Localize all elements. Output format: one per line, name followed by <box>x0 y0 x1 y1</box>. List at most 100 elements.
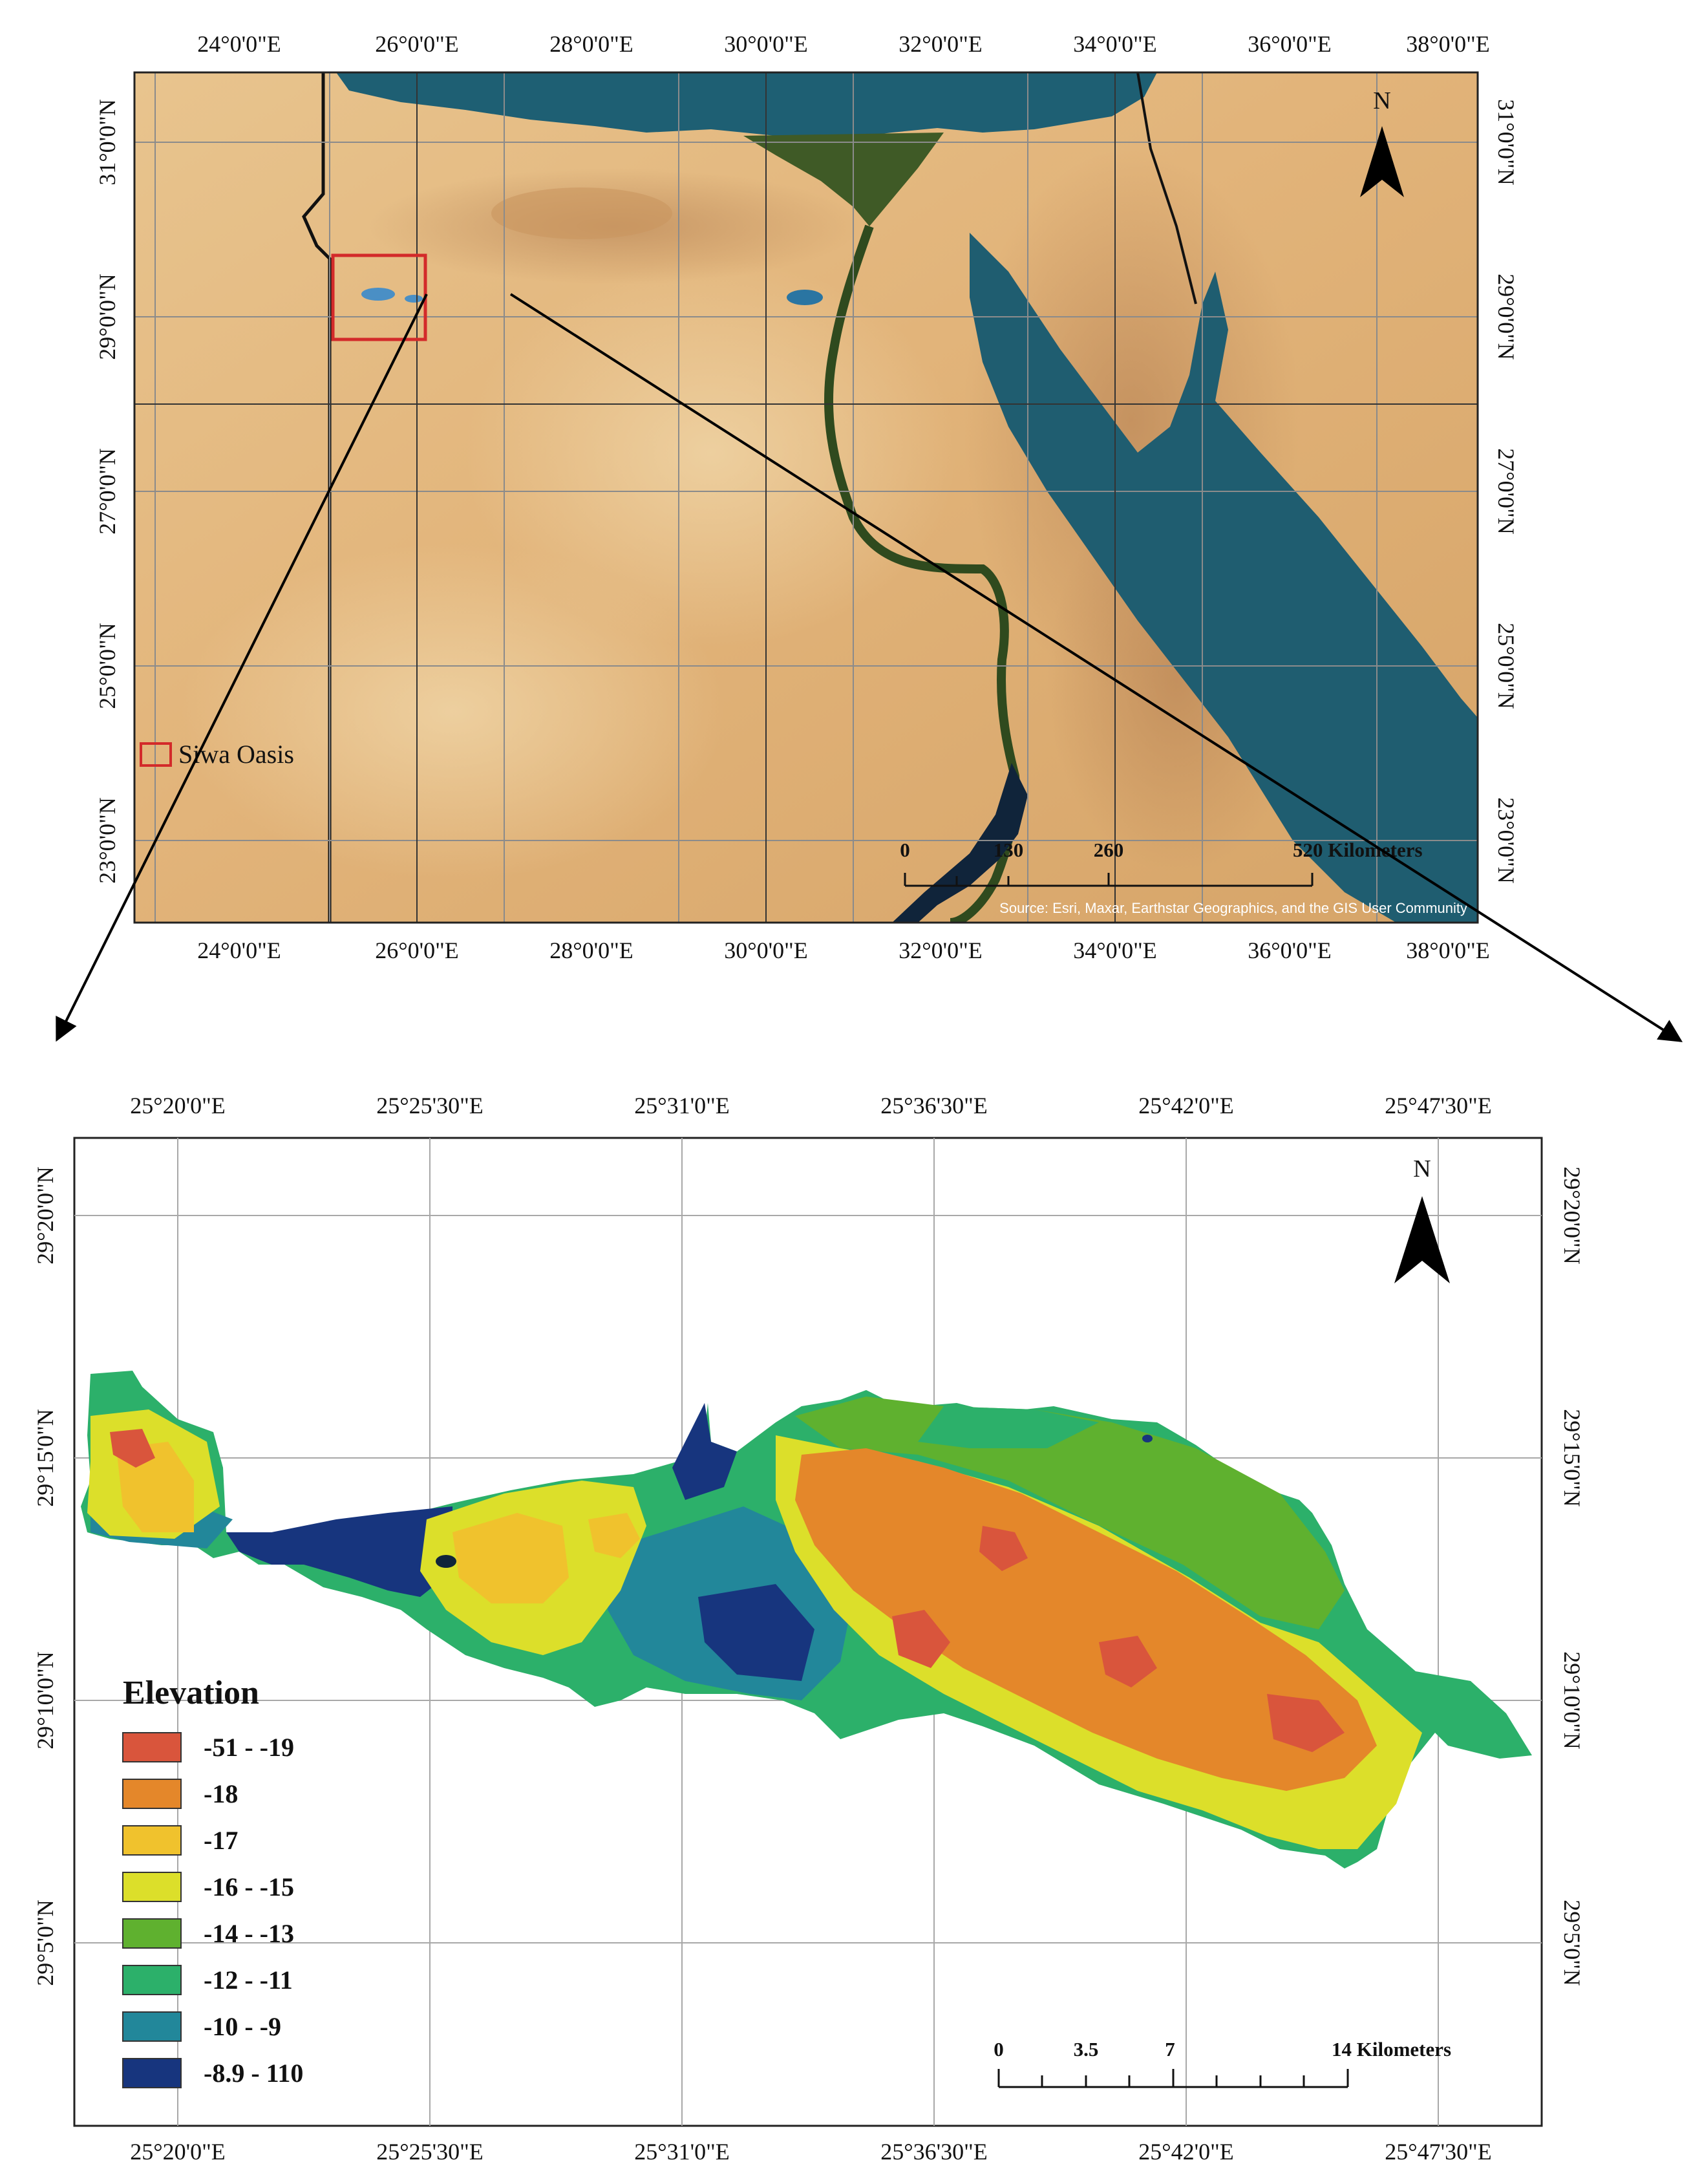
red-sea <box>970 233 1478 923</box>
top-tick-24e: 24°0'0"E <box>197 31 281 57</box>
legend-label-8: -8.9 - 110 <box>204 2059 303 2088</box>
north-arrow-overview: N <box>1360 87 1404 197</box>
right-tick-27n: 27°0'0"N <box>1493 448 1519 535</box>
bottom-tick-28e: 28°0'0"E <box>549 937 633 963</box>
eastern-border <box>1136 72 1197 305</box>
top-tick-25-25-30: 25°25'30"E <box>376 1093 484 1119</box>
lake-nasser <box>892 763 1028 923</box>
legend-label-2: -18 <box>204 1779 238 1808</box>
bottom-tick-25-47-30: 25°47'30"E <box>1385 2139 1492 2165</box>
top-tick-26e: 26°0'0"E <box>375 31 459 57</box>
left-tick-27n: 27°0'0"N <box>94 448 120 535</box>
right-tick-29-20: 29°20'0"N <box>1559 1166 1585 1265</box>
bottom-tick-36e: 36°0'0"E <box>1248 937 1332 963</box>
detail-right-ticks: 29°20'0"N 29°15'0"N 29°10'0"N 29°5'0"N <box>1559 1166 1585 1986</box>
connector-arrow-right <box>509 293 1683 1042</box>
overview-frame <box>133 71 1479 924</box>
bottom-tick-25-25-30: 25°25'30"E <box>376 2139 484 2165</box>
right-tick-29-10: 29°10'0"N <box>1559 1651 1585 1750</box>
legend-label-1: -51 - -19 <box>204 1733 294 1762</box>
left-tick-29n: 29°0'0"N <box>94 273 120 360</box>
right-tick-29-5: 29°5'0"N <box>1559 1900 1585 1986</box>
left-tick-29-5: 29°5'0"N <box>32 1900 58 1986</box>
legend-swatch-8 <box>122 2058 182 2088</box>
north-label: N <box>1413 1155 1431 1183</box>
right-tick-29n: 29°0'0"N <box>1493 273 1519 360</box>
siwa-legend-label: Siwa Oasis <box>178 740 294 769</box>
left-tick-23n: 23°0'0"N <box>94 797 120 884</box>
north-label: N <box>1373 87 1390 114</box>
bottom-tick-30e: 30°0'0"E <box>724 937 808 963</box>
top-tick-25-31: 25°31'0"E <box>634 1093 730 1119</box>
right-tick-29-15: 29°15'0"N <box>1559 1409 1585 1507</box>
top-tick-36e: 36°0'0"E <box>1248 31 1332 57</box>
legend-label-7: -10 - -9 <box>204 2012 281 2041</box>
left-tick-29-15: 29°15'0"N <box>32 1409 58 1507</box>
left-tick-25n: 25°0'0"N <box>94 623 120 709</box>
mediterranean-sea <box>336 72 1157 139</box>
siwa-elevation-raster <box>81 1371 1532 1868</box>
bottom-tick-26e: 26°0'0"E <box>375 937 459 963</box>
overview-top-ticks: 24°0'0"E 26°0'0"E 28°0'0"E 30°0'0"E 32°0… <box>197 31 1490 57</box>
top-tick-25-36-30: 25°36'30"E <box>880 1093 988 1119</box>
detail-bottom-ticks: 25°20'0"E 25°25'30"E 25°31'0"E 25°36'30"… <box>130 2139 1492 2165</box>
legend-swatch-3 <box>122 1825 182 1856</box>
detail-scale-bar: 0 3.5 7 14 Kilometers <box>994 2038 1451 2088</box>
scale-label-3-5: 3.5 <box>1074 2038 1099 2061</box>
bottom-tick-34e: 34°0'0"E <box>1073 937 1157 963</box>
legend-label-4: -16 - -15 <box>204 1872 294 1901</box>
source-attribution: Source: Esri, Maxar, Earthstar Geographi… <box>999 900 1467 916</box>
right-tick-23n: 23°0'0"N <box>1493 797 1519 884</box>
north-arrow-detail: N <box>1394 1155 1450 1283</box>
bottom-tick-32e: 32°0'0"E <box>899 937 983 963</box>
detail-graticule <box>74 1138 1542 2126</box>
legend-label-6: -12 - -11 <box>204 1965 293 1995</box>
left-tick-31n: 31°0'0"N <box>94 99 120 186</box>
top-tick-28e: 28°0'0"E <box>549 31 633 57</box>
overview-graticule <box>134 72 1478 923</box>
right-tick-31n: 31°0'0"N <box>1493 99 1519 186</box>
bottom-tick-24e: 24°0'0"E <box>197 937 281 963</box>
legend-swatch-1 <box>122 1732 182 1762</box>
legend-label-5: -14 - -13 <box>204 1919 294 1948</box>
detail-map: N Elevation -51 - -19 -18 -17 -16 - -15 … <box>32 1093 1585 2165</box>
legend-swatch-7 <box>122 2011 182 2042</box>
bottom-tick-38e: 38°0'0"E <box>1406 937 1490 963</box>
connector-arrow-left <box>56 294 428 1042</box>
top-tick-25-47-30: 25°47'30"E <box>1385 1093 1492 1119</box>
nile-delta <box>743 133 944 226</box>
scale-label-7: 7 <box>1165 2038 1175 2061</box>
scale-label-14: 14 Kilometers <box>1332 2038 1451 2061</box>
left-tick-29-20: 29°20'0"N <box>32 1166 58 1265</box>
legend-swatch-4 <box>122 1872 182 1902</box>
left-tick-29-10: 29°10'0"N <box>32 1651 58 1750</box>
top-tick-30e: 30°0'0"E <box>724 31 808 57</box>
legend-swatch-6 <box>122 1965 182 1995</box>
top-tick-34e: 34°0'0"E <box>1073 31 1157 57</box>
top-tick-32e: 32°0'0"E <box>899 31 983 57</box>
top-tick-25-20: 25°20'0"E <box>130 1093 226 1119</box>
legend-title: Elevation <box>123 1675 259 1711</box>
elevation-legend: Elevation -51 - -19 -18 -17 -16 - -15 -1… <box>122 1675 303 2088</box>
overview-map: N Siwa Oasis 0 130 260 520 Kilometers So <box>94 31 1519 963</box>
scale-label-260: 260 <box>1094 839 1124 861</box>
overview-right-ticks: 31°0'0"N 29°0'0"N 27°0'0"N 25°0'0"N 23°0… <box>1493 99 1519 884</box>
scale-label-0: 0 <box>900 839 910 861</box>
detail-top-ticks: 25°20'0"E 25°25'30"E 25°31'0"E 25°36'30"… <box>130 1093 1492 1119</box>
right-tick-25n: 25°0'0"N <box>1493 623 1519 709</box>
bottom-tick-25-20: 25°20'0"E <box>130 2139 226 2165</box>
scale-label-130: 130 <box>994 839 1024 861</box>
scale-label-0: 0 <box>994 2038 1004 2061</box>
bottom-tick-25-36-30: 25°36'30"E <box>880 2139 988 2165</box>
scale-label-520: 520 Kilometers <box>1293 839 1423 861</box>
bottom-tick-25-31: 25°31'0"E <box>634 2139 730 2165</box>
overview-left-ticks: 31°0'0"N 29°0'0"N 27°0'0"N 25°0'0"N 23°0… <box>94 99 120 884</box>
legend-label-3: -17 <box>204 1826 238 1855</box>
top-tick-38e: 38°0'0"E <box>1406 31 1490 57</box>
legend-items: -51 - -19 -18 -17 -16 - -15 -14 - -13 -1… <box>122 1732 303 2088</box>
siwa-legend-swatch <box>140 742 172 767</box>
overview-scale-bar: 0 130 260 520 Kilometers <box>900 839 1423 887</box>
top-tick-25-42: 25°42'0"E <box>1138 1093 1234 1119</box>
bottom-tick-25-42: 25°42'0"E <box>1138 2139 1234 2165</box>
